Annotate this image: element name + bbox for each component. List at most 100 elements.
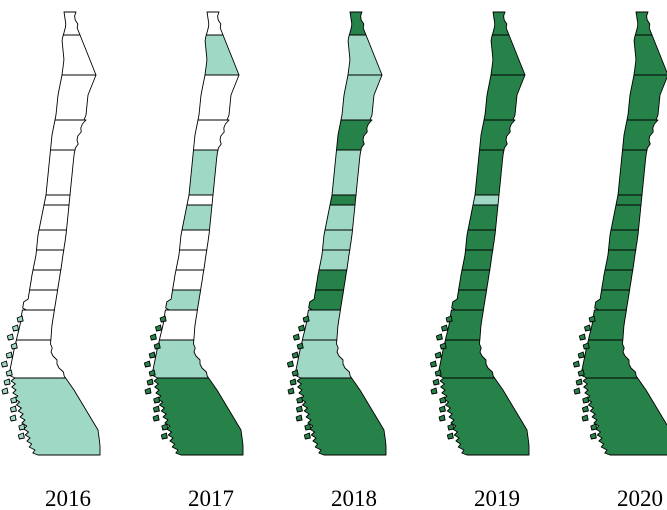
region bbox=[608, 229, 639, 251]
island bbox=[0, 360, 8, 368]
region bbox=[439, 377, 530, 456]
island bbox=[582, 342, 590, 350]
region bbox=[347, 34, 383, 76]
island bbox=[434, 351, 442, 359]
year-label: 2018 bbox=[331, 486, 377, 510]
island bbox=[447, 423, 455, 431]
island bbox=[286, 360, 294, 368]
region bbox=[165, 289, 202, 311]
map-panel: 2016 bbox=[0, 11, 101, 510]
island bbox=[152, 405, 160, 413]
island bbox=[153, 396, 161, 404]
region bbox=[62, 11, 81, 36]
map-panel: 2020 bbox=[572, 11, 667, 510]
island bbox=[152, 414, 160, 422]
island bbox=[296, 396, 304, 404]
region bbox=[45, 149, 76, 196]
island bbox=[10, 396, 18, 404]
island bbox=[155, 324, 162, 332]
island bbox=[10, 342, 18, 350]
region bbox=[474, 149, 505, 196]
island bbox=[153, 342, 161, 350]
region bbox=[188, 149, 219, 196]
region bbox=[617, 149, 648, 196]
region bbox=[193, 119, 230, 151]
island bbox=[572, 360, 580, 368]
region bbox=[581, 339, 639, 379]
region bbox=[36, 229, 67, 251]
year-label: 2017 bbox=[188, 486, 234, 510]
region bbox=[9, 339, 67, 379]
island bbox=[1, 387, 9, 395]
region bbox=[610, 204, 642, 231]
island bbox=[304, 423, 312, 431]
island bbox=[16, 315, 24, 323]
region bbox=[315, 269, 348, 291]
region bbox=[181, 204, 213, 231]
island bbox=[582, 396, 590, 404]
island bbox=[3, 378, 11, 386]
island bbox=[432, 378, 440, 386]
island bbox=[446, 432, 454, 440]
region bbox=[205, 11, 224, 36]
region bbox=[301, 309, 341, 341]
region bbox=[444, 309, 484, 341]
island bbox=[439, 342, 447, 350]
island bbox=[302, 315, 310, 323]
island bbox=[590, 423, 598, 431]
region bbox=[604, 249, 637, 271]
island bbox=[291, 369, 299, 377]
island bbox=[146, 378, 154, 386]
region bbox=[467, 204, 499, 231]
region bbox=[451, 289, 488, 311]
island bbox=[9, 405, 17, 413]
region bbox=[324, 204, 356, 231]
region bbox=[61, 34, 97, 76]
island bbox=[148, 369, 156, 377]
region bbox=[465, 229, 496, 251]
region bbox=[318, 249, 351, 271]
region bbox=[626, 74, 667, 121]
island bbox=[573, 387, 581, 395]
map-panel: 2018 bbox=[286, 11, 387, 510]
region bbox=[331, 149, 362, 196]
region bbox=[204, 34, 240, 76]
region bbox=[340, 74, 383, 121]
island bbox=[578, 333, 586, 341]
island bbox=[584, 324, 591, 332]
island bbox=[445, 315, 453, 323]
island bbox=[5, 369, 13, 377]
island bbox=[581, 405, 589, 413]
region bbox=[615, 194, 643, 206]
region bbox=[43, 194, 71, 206]
island bbox=[149, 333, 157, 341]
island bbox=[429, 360, 437, 368]
region bbox=[15, 309, 55, 341]
region bbox=[172, 269, 205, 291]
island bbox=[160, 432, 168, 440]
region bbox=[336, 119, 373, 151]
region bbox=[308, 289, 345, 311]
region bbox=[458, 269, 491, 291]
island bbox=[12, 324, 19, 332]
island bbox=[434, 369, 442, 377]
island bbox=[581, 414, 589, 422]
year-label: 2019 bbox=[474, 486, 520, 510]
island bbox=[438, 414, 446, 422]
region bbox=[179, 229, 210, 251]
year-label: 2020 bbox=[617, 486, 663, 510]
region bbox=[197, 74, 240, 121]
region bbox=[152, 339, 210, 379]
island bbox=[296, 342, 304, 350]
region bbox=[153, 377, 244, 456]
island bbox=[289, 378, 297, 386]
region bbox=[479, 119, 516, 151]
island bbox=[589, 432, 597, 440]
region bbox=[32, 249, 65, 271]
region bbox=[472, 194, 500, 206]
island bbox=[292, 333, 300, 341]
region bbox=[329, 194, 357, 206]
island bbox=[438, 405, 446, 413]
region bbox=[594, 289, 631, 311]
